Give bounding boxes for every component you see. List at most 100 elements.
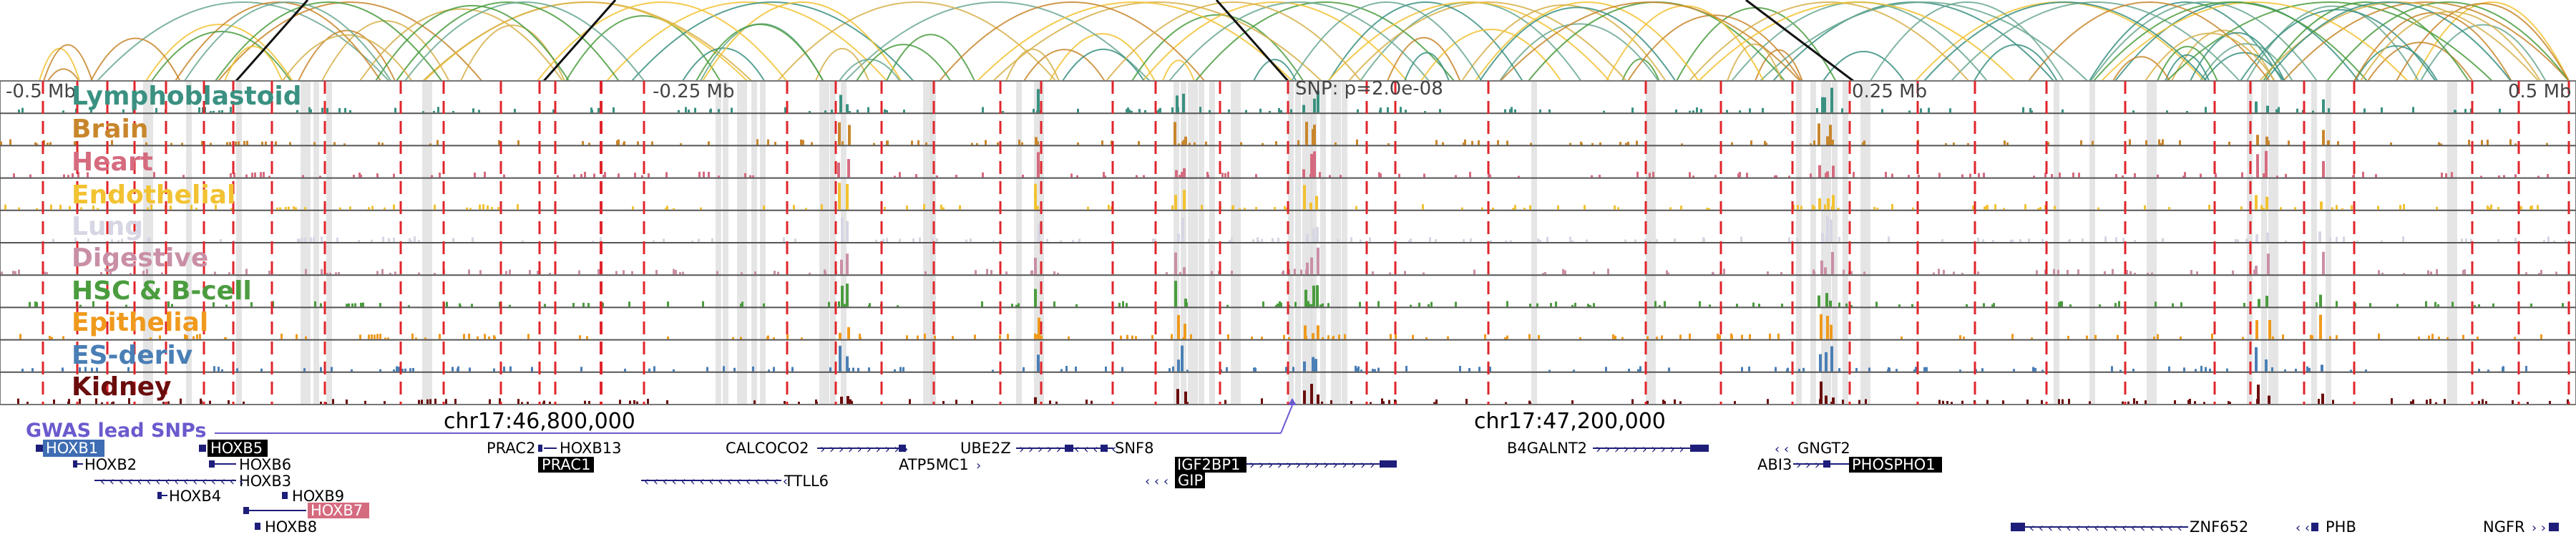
signal-peak: [584, 171, 586, 178]
signal-peak: [1734, 401, 1736, 404]
signal-peak: [1244, 208, 1246, 210]
signal-peak: [378, 142, 380, 145]
signal-peak: [1938, 268, 1940, 275]
signal-peak: [335, 272, 337, 275]
signal-peak: [2235, 238, 2237, 242]
gene-hoxb5-highlight: [208, 440, 268, 457]
interaction-arc: [1755, 49, 1803, 82]
signal-peak: [358, 240, 360, 242]
signal-peak: [632, 206, 634, 210]
signal-peak: [97, 208, 99, 210]
signal-peak-major: [2255, 266, 2258, 275]
signal-peak: [298, 238, 301, 242]
signal-peak: [146, 268, 148, 275]
signal-peak: [1060, 240, 1062, 242]
signal-peak: [1881, 109, 1883, 113]
signal-peak: [2031, 337, 2033, 339]
signal-peak: [2462, 270, 2464, 275]
signal-peak: [1492, 207, 1494, 210]
signal-peak: [192, 336, 195, 339]
gwas-label: GWAS lead SNPs: [26, 420, 206, 442]
signal-peak: [1379, 110, 1381, 113]
signal-peak: [1002, 111, 1004, 113]
signal-peak: [1077, 142, 1079, 145]
signal-peak: [21, 368, 24, 372]
signal-peak: [1767, 399, 1769, 404]
signal-peak-major: [2255, 195, 2258, 210]
signal-peak: [2480, 175, 2482, 178]
signal-peak: [2232, 270, 2234, 275]
signal-peak: [2547, 236, 2550, 242]
signal-peak: [1442, 142, 1444, 145]
signal-peak: [1769, 334, 1771, 339]
signal-peak: [235, 141, 237, 145]
signal-peak: [1926, 367, 1928, 372]
signal-peak-major: [2256, 154, 2259, 178]
signal-peak: [1913, 369, 1916, 372]
signal-peak: [233, 240, 235, 242]
signal-peak: [1169, 368, 1171, 372]
signal-peak: [230, 107, 232, 113]
signal-peak: [1275, 305, 1277, 307]
signal-peak: [1544, 271, 1546, 275]
interaction-arc: [2200, 43, 2293, 82]
signal-peak: [1393, 240, 1395, 242]
signal-peak: [1775, 367, 1777, 372]
signal-peak: [2097, 207, 2099, 210]
signal-peak: [2104, 236, 2107, 242]
signal-peak: [1131, 335, 1133, 339]
signal-peak: [251, 173, 253, 178]
signal-peak: [800, 139, 802, 145]
signal-peak: [613, 107, 615, 113]
signal-peak: [887, 140, 889, 145]
signal-peak: [1986, 205, 1989, 210]
signal-peak-major: [2256, 135, 2259, 145]
signal-peak: [1171, 108, 1174, 113]
signal-peak: [439, 172, 441, 178]
signal-peak: [1224, 173, 1226, 178]
signal-peak: [1853, 172, 1855, 178]
signal-peak: [213, 366, 215, 372]
signal-peak: [2111, 366, 2113, 372]
signal-peak: [2549, 401, 2551, 404]
signal-peak: [2242, 337, 2244, 339]
signal-peak: [763, 205, 765, 210]
signal-peak-major: [1174, 195, 1177, 210]
signal-peak: [1875, 301, 1878, 307]
signal-peak: [44, 271, 46, 275]
signal-peak: [1076, 175, 1078, 178]
signal-peak: [619, 400, 621, 404]
signal-peak: [371, 334, 373, 339]
signal-peak: [2069, 304, 2072, 307]
signal-peak: [225, 337, 227, 339]
signal-peak: [150, 204, 152, 210]
signal-peak: [600, 237, 602, 242]
signal-peak: [2276, 175, 2278, 178]
signal-peak: [1057, 272, 1059, 275]
signal-peak: [1053, 271, 1055, 275]
signal-peak: [477, 336, 479, 339]
interaction-arc: [321, 20, 450, 82]
signal-peak: [942, 207, 945, 210]
signal-peak-major: [1316, 227, 1319, 242]
signal-peak: [1603, 110, 1605, 113]
signal-peak: [1774, 175, 1776, 178]
signal-peak: [1166, 272, 1168, 275]
signal-peak: [2034, 367, 2036, 372]
signal-peak-major: [1177, 359, 1180, 372]
signal-peak: [1885, 172, 1887, 178]
signal-peak: [1126, 109, 1128, 113]
signal-peak: [2041, 369, 2044, 372]
signal-peak: [1723, 268, 1725, 275]
signal-peak: [34, 142, 36, 145]
signal-peak: [1404, 271, 1406, 275]
signal-peak: [487, 205, 489, 210]
signal-peak: [1652, 171, 1654, 178]
signal-peak-major: [1037, 89, 1040, 113]
signal-peak: [200, 398, 202, 404]
signal-peak: [180, 398, 182, 404]
signal-peak: [990, 271, 992, 275]
track-labels: Lymphoblastoid Brain Heart Endothelial L…: [72, 82, 302, 402]
signal-peak-major: [838, 183, 841, 210]
signal-peak: [703, 171, 705, 178]
